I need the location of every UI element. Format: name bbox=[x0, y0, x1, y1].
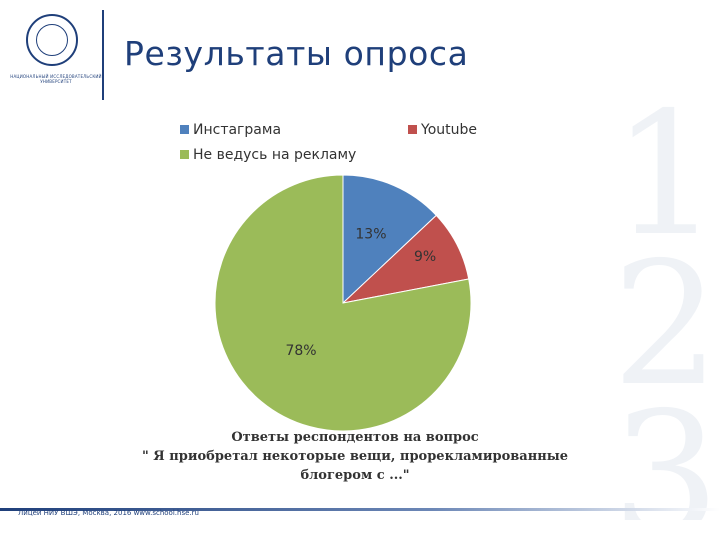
chart-caption: Ответы респондентов на вопрос " Я приобр… bbox=[120, 428, 590, 485]
legend-item-1: Youtube bbox=[408, 122, 477, 138]
pie-chart-svg: Инстаграма Youtube Не ведусь на рекламу 13%… bbox=[180, 122, 477, 432]
logo-inner-ring bbox=[36, 24, 68, 56]
data-label-2: 78% bbox=[285, 343, 316, 359]
legend-label-1: Youtube bbox=[420, 122, 477, 138]
legend-swatch-0 bbox=[180, 125, 189, 134]
legend-label-0: Инстаграма bbox=[193, 122, 281, 138]
logo-emblem bbox=[26, 14, 78, 66]
page-title: Результаты опроса bbox=[124, 34, 469, 73]
data-label-0: 13% bbox=[355, 226, 386, 242]
pie-slice-0 bbox=[342, 174, 438, 305]
legend-item-0: Инстаграма bbox=[180, 122, 281, 138]
caption-line-3: блогером с ..." bbox=[300, 468, 410, 483]
caption-line-2: " Я приобретал некоторые вещи, прореклам… bbox=[141, 449, 569, 464]
header-divider bbox=[102, 10, 104, 100]
legend-label-2: Не ведусь на рекламу bbox=[193, 147, 356, 163]
footer-bar bbox=[0, 508, 720, 511]
caption-line-1: Ответы респондентов на вопрос bbox=[231, 430, 479, 445]
pie-slice-2 bbox=[214, 174, 472, 432]
legend-swatch-2 bbox=[180, 150, 189, 159]
logo: НАЦИОНАЛЬНЫЙ ИССЛЕДОВАТЕЛЬСКИЙ УНИВЕРСИТ… bbox=[10, 10, 102, 100]
logo-text: НАЦИОНАЛЬНЫЙ ИССЛЕДОВАТЕЛЬСКИЙ УНИВЕРСИТ… bbox=[10, 74, 102, 84]
footer-text: Лицей НИУ ВШЭ, Москва, 2016 www.school.h… bbox=[18, 509, 199, 517]
legend-swatch-1 bbox=[408, 125, 417, 134]
pie-chart: Инстаграма Youtube Не ведусь на рекламу 13%… bbox=[168, 115, 560, 510]
legend-item-2: Не ведусь на рекламу bbox=[180, 147, 356, 163]
data-label-1: 9% bbox=[414, 249, 436, 265]
